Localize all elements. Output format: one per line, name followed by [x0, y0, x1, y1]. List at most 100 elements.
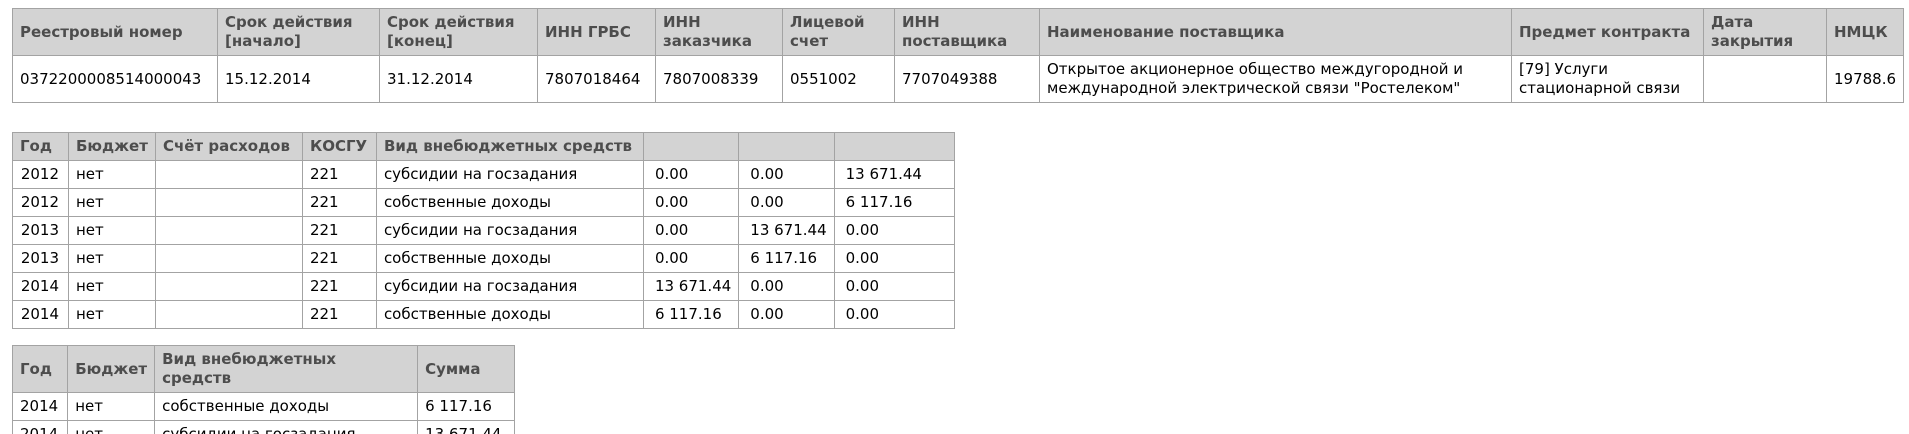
cell-budget: нет — [68, 300, 156, 329]
cell-validity-start: 15.12.2014 — [217, 55, 380, 103]
cell-kosgu: 221 — [301, 216, 377, 245]
col-header-expense-account: Счёт расходов — [154, 132, 303, 161]
cell-extrabudget-type: субсидии на госзадания — [375, 160, 644, 189]
cell-expense-account — [154, 188, 303, 217]
cell-inn-supplier: 7707049388 — [894, 55, 1040, 103]
cell-expense-account — [154, 272, 303, 301]
cell-budget: нет — [68, 272, 156, 301]
cell-budget: нет — [68, 244, 156, 273]
cell-nmck: 19788.6 — [1825, 55, 1905, 103]
cell-year: 2013 — [12, 244, 69, 273]
col-header-year: Год — [12, 132, 69, 161]
cell-amount-1: 0.00 — [642, 244, 740, 273]
budget-breakdown-table: Год Бюджет Счёт расходов КОСГУ Вид внебю… — [12, 132, 955, 329]
cell-closing-date — [1703, 55, 1827, 103]
cell-amount-3: 0.00 — [833, 300, 955, 329]
cell-budget: нет — [67, 392, 156, 421]
col-header-kosgu: КОСГУ — [301, 132, 377, 161]
budget-header-row: Год Бюджет Счёт расходов КОСГУ Вид внебю… — [12, 132, 955, 161]
cell-year: 2012 — [12, 188, 69, 217]
col-header-amount-2012 — [833, 132, 955, 161]
cell-sum: 13 671.44 — [417, 420, 516, 434]
cell-amount-3: 0.00 — [833, 272, 955, 301]
contract-data-row: 0372200008514000043 15.12.2014 31.12.201… — [12, 55, 1905, 103]
cell-budget: нет — [67, 420, 156, 434]
budget-row: 2012 нет 221 собственные доходы 0.00 0.0… — [12, 188, 955, 217]
budget-row: 2014 нет 221 субсидии на госзадания 13 6… — [12, 272, 955, 301]
col-header-extrabudget-type: Вид внебюджетных средств — [375, 132, 644, 161]
cell-amount-1: 13 671.44 — [642, 272, 740, 301]
cell-amount-1: 0.00 — [642, 160, 740, 189]
totals-header-row: Год Бюджет Вид внебюджетных средств Сумм… — [11, 345, 516, 393]
cell-extrabudget-type: собственные доходы — [375, 300, 644, 329]
col-header-validity-end: Срок действия [конец] — [379, 8, 538, 56]
col-header-inn-grbs: ИНН ГРБС — [537, 8, 656, 56]
cell-year: 2013 — [12, 216, 69, 245]
cell-year: 2012 — [12, 160, 69, 189]
cell-inn-grbs: 7807018464 — [537, 55, 656, 103]
cell-year: 2014 — [12, 272, 69, 301]
contract-header-row: Реестровый номер Срок действия [начало] … — [12, 8, 1905, 56]
cell-amount-1: 0.00 — [642, 188, 740, 217]
cell-kosgu: 221 — [301, 300, 377, 329]
cell-budget: нет — [68, 216, 156, 245]
cell-amount-2: 0.00 — [738, 188, 835, 217]
totals-row: 2014 нет субсидии на госзадания 13 671.4… — [11, 420, 516, 434]
cell-amount-3: 13 671.44 — [833, 160, 955, 189]
totals-row: 2014 нет собственные доходы 6 117.16 — [11, 392, 516, 421]
cell-amount-2: 0.00 — [738, 300, 835, 329]
cell-inn-customer: 7807008339 — [655, 55, 783, 103]
budget-row: 2012 нет 221 субсидии на госзадания 0.00… — [12, 160, 955, 189]
cell-sum: 6 117.16 — [417, 392, 516, 421]
cell-extrabudget-type: собственные доходы — [154, 392, 419, 421]
col-header-budget: Бюджет — [67, 345, 156, 393]
col-header-supplier-name: Наименование поставщика — [1039, 8, 1512, 56]
cell-expense-account — [154, 216, 303, 245]
cell-extrabudget-type: собственные доходы — [375, 244, 644, 273]
cell-registry-number: 0372200008514000043 — [12, 55, 218, 103]
cell-kosgu: 221 — [301, 188, 377, 217]
contract-info-table: Реестровый номер Срок действия [начало] … — [12, 8, 1905, 103]
cell-amount-2: 6 117.16 — [738, 244, 835, 273]
cell-expense-account — [154, 300, 303, 329]
cell-amount-3: 0.00 — [833, 216, 955, 245]
cell-extrabudget-type: собственные доходы — [375, 188, 644, 217]
cell-amount-1: 0.00 — [642, 216, 740, 245]
col-header-extrabudget-type: Вид внебюджетных средств — [154, 345, 419, 393]
col-header-contract-subject: Предмет контракта — [1511, 8, 1704, 56]
cell-expense-account — [154, 244, 303, 273]
cell-amount-2: 0.00 — [738, 160, 835, 189]
cell-amount-3: 0.00 — [833, 244, 955, 273]
cell-amount-3: 6 117.16 — [833, 188, 955, 217]
cell-contract-subject: [79] Услуги стационарной связи — [1511, 55, 1704, 103]
cell-year: 2014 — [11, 420, 69, 434]
budget-row: 2013 нет 221 субсидии на госзадания 0.00… — [12, 216, 955, 245]
col-header-sum: Сумма — [417, 345, 516, 393]
cell-kosgu: 221 — [301, 272, 377, 301]
cell-amount-1: 6 117.16 — [642, 300, 740, 329]
col-header-registry-number: Реестровый номер — [12, 8, 218, 56]
col-header-inn-supplier: ИНН поставщика — [894, 8, 1040, 56]
cell-amount-2: 0.00 — [738, 272, 835, 301]
budget-row: 2014 нет 221 собственные доходы 6 117.16… — [12, 300, 955, 329]
cell-kosgu: 221 — [301, 244, 377, 273]
cell-budget: нет — [68, 160, 156, 189]
budget-row: 2013 нет 221 собственные доходы 0.00 6 1… — [12, 244, 955, 273]
cell-kosgu: 221 — [301, 160, 377, 189]
cell-expense-account — [154, 160, 303, 189]
cell-validity-end: 31.12.2014 — [379, 55, 538, 103]
col-header-budget: Бюджет — [68, 132, 156, 161]
col-header-closing-date: Дата закрытия — [1703, 8, 1827, 56]
cell-extrabudget-type: субсидии на госзадания — [375, 216, 644, 245]
cell-personal-account: 0551002 — [782, 55, 895, 103]
col-header-personal-account: Лицевой счет — [782, 8, 895, 56]
cell-year: 2014 — [12, 300, 69, 329]
col-header-amount-2014 — [642, 132, 740, 161]
col-header-amount-2013 — [738, 132, 835, 161]
col-header-nmck: НМЦК — [1825, 8, 1905, 56]
cell-extrabudget-type: субсидии на госзадания — [154, 420, 419, 434]
cell-supplier-name: Открытое акционерное общество междугород… — [1039, 55, 1512, 103]
cell-amount-2: 13 671.44 — [738, 216, 835, 245]
cell-year: 2014 — [11, 392, 69, 421]
